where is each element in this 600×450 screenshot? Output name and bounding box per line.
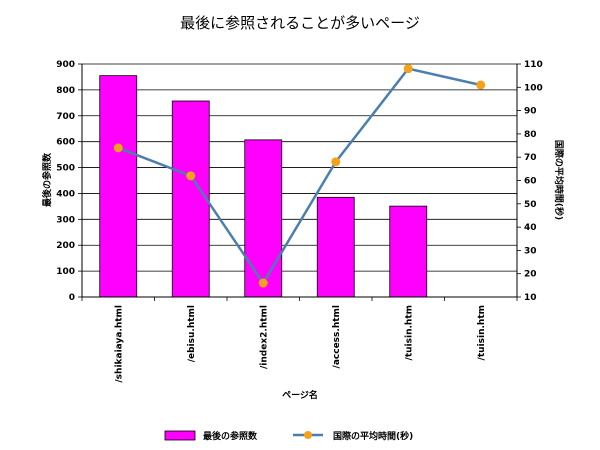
legend-bar-swatch [164,430,196,441]
right-tick-label: 80 [524,130,537,140]
bar [316,196,355,298]
right-tick-label: 70 [524,153,537,163]
line-point [331,157,341,167]
legend-line-label: 国際の平均時間(秒) [333,430,413,442]
left-tick-label: 400 [56,189,75,199]
right-tick-label: 100 [524,83,543,93]
line-point [186,171,196,181]
left-tick-label: 100 [56,267,75,277]
left-tick-label: 800 [56,86,75,96]
x-tick-label: /access.html [332,305,342,368]
grid-lines [82,63,517,298]
right-y-axis-ticks: 10 20 30 40 50 60 70 80 90 100 110 [517,60,543,303]
left-y-axis-ticks: 0 100 200 300 400 500 600 700 800 900 [56,60,82,303]
legend-bar-label: 最後の参照数 [203,430,258,442]
line-point [476,80,486,90]
right-tick-label: 10 [524,293,537,303]
right-tick-label: 90 [524,107,537,117]
line-series [113,64,486,288]
bar [244,139,283,298]
left-tick-label: 200 [56,241,75,251]
bar [389,205,428,298]
x-tick-label: /index2.html [259,305,269,369]
left-tick-label: 900 [56,60,75,70]
left-tick-label: 700 [56,112,75,122]
line-point [113,143,123,153]
right-tick-label: 40 [524,223,537,233]
right-tick-label: 30 [524,246,537,256]
x-tick-label: /shikaiaya.html [114,305,124,383]
left-tick-label: 600 [56,138,75,148]
axes [81,64,518,298]
line-point [403,64,413,74]
x-axis-ticks: /shikaiaya.html/ebisu.html/index2.html/a… [81,297,518,383]
line-point [258,278,268,288]
legend-line-marker [304,431,312,439]
right-tick-label: 110 [524,60,543,70]
series-line [117,67,482,286]
left-tick-label: 300 [56,215,75,225]
left-tick-label: 0 [69,293,75,303]
right-tick-label: 20 [524,270,537,280]
x-tick-label: /tuisin.htm [477,305,487,360]
y-left-axis-label: 最後の参照数 [41,152,53,207]
x-tick-label: /ebisu.html [187,305,197,362]
bar [171,100,210,298]
left-tick-label: 500 [56,164,75,174]
x-tick-label: /tuisin.htm [404,305,414,360]
bar [99,75,138,298]
right-tick-label: 50 [524,200,537,210]
legend: 最後の参照数 国際の平均時間(秒) [164,430,413,442]
y-right-axis-label: 国際の平均時間(秒) [553,140,565,220]
x-axis-label: ページ名 [282,389,318,401]
chart-title: 最後に参照されることが多いページ [180,14,420,32]
right-tick-label: 60 [524,177,537,187]
